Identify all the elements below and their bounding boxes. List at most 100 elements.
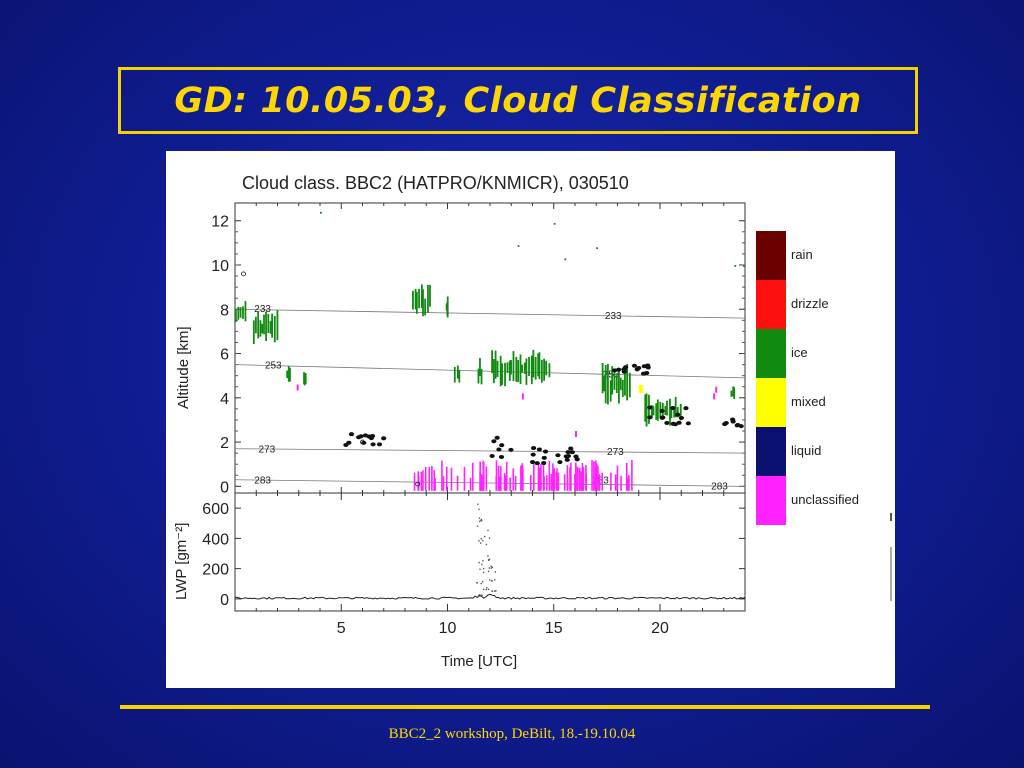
liquid-mark [494,435,500,440]
ice-mark [453,366,456,383]
ice-mark [517,360,520,383]
liquid-mark [645,363,651,368]
liquid-mark [675,412,681,417]
liquid-mark [381,436,387,441]
liquid-mark [569,450,575,455]
unclassified-mark [548,460,551,491]
liquid-mark [664,420,670,425]
unclassified-mark [498,475,500,491]
time-tick-label: 5 [337,620,346,637]
ice-mark [244,301,247,322]
lwp-spike-point [487,588,490,590]
unclassified-mark [463,466,466,491]
liquid-mark [616,367,622,372]
unclassified-mark [627,475,630,491]
lwp-tick-label: 200 [202,562,229,579]
liquid-mark [647,415,653,420]
ice-mark [543,358,546,381]
lwp-spike-point [478,561,480,564]
ice-mark [655,403,658,420]
liquid-mark [735,422,741,427]
ice-mark [596,247,599,250]
lwp-spike-point [477,595,480,597]
unclassified-mark [552,470,554,491]
liquid-mark [529,460,536,465]
isotherm-line [234,308,746,319]
unclassified-mark [450,467,453,491]
liquid-mark [346,440,352,445]
unclassified-mark [529,474,532,491]
unclassified-mark [598,474,601,491]
legend-label-mixed: mixed [791,394,826,409]
ice-mark [644,394,647,422]
isotherm-label: 253 [265,361,282,372]
unclassified-mark [563,474,566,491]
unclassified-mark [569,467,571,491]
unclassified-mark [576,466,579,491]
ice-mark [528,356,530,376]
liquid-mark [670,405,676,410]
unclassified-mark [543,476,545,491]
unclassified-mark [614,474,617,491]
lwp-spike-point [484,535,486,538]
unclassified-mark [625,462,628,491]
unclassified-mark [445,466,448,491]
liquid-mark [496,447,502,452]
ice-mark [624,366,626,396]
ice-mark [545,360,547,376]
liquid-mark [542,449,549,454]
ice-mark [676,407,679,418]
legend-label-liquid: liquid [791,443,821,458]
liquid-mark [568,446,574,451]
ice-mark [540,359,543,383]
cloud-classification-figure: Cloud class. BBC2 (HATPRO/KNMICR), 03051… [166,151,895,688]
lwp-tick-label: 0 [220,592,229,609]
ice-mark [619,377,622,391]
slide-title-box: GD: 10.05.03, Cloud Classification [118,67,918,134]
lwp-spike-point [481,563,483,566]
slide-footer: BBC2_2 workshop, DeBilt, 18.-19.10.04 [388,726,636,742]
isotherm-label: 233 [605,311,622,322]
class-legend: rain drizzle ice mixed liquid unclassified [756,231,859,525]
ice-mark [412,290,414,310]
liquid-mark [644,371,650,376]
liquid-outline-mark [360,439,365,445]
liquid-mark [676,420,682,425]
unclassified-mark [585,473,587,491]
ice-mark [424,298,427,316]
ice-mark [512,351,515,382]
ice-mark [252,320,255,345]
ice-mark [521,364,524,373]
liquid-mark [678,415,685,420]
lwp-spike-point [480,582,482,585]
ice-mark [515,356,518,382]
ice-mark [504,362,506,387]
lwp-spike-point [479,568,481,570]
liquid-mark [356,435,362,440]
ice-mark [237,306,240,320]
ice-mark [496,360,499,377]
unclassified-mark [539,467,541,491]
unclassified-mark [441,460,443,491]
legend-swatch-unclassified [756,476,786,525]
lwp-spike-point [495,590,497,592]
unclassified-mark [442,476,445,491]
time-tick-label: 10 [439,620,457,637]
ice-mark [286,370,289,379]
unclassified-mark [575,465,577,491]
ice-mark [506,362,509,373]
lwp-spike-point [480,594,482,596]
altitude-tick-label: 4 [220,391,229,408]
ice-mark [621,379,624,397]
unclassified-mark [578,467,581,491]
liquid-mark [499,443,505,448]
liquid-mark [722,422,728,427]
lwp-spike-point [478,508,480,511]
ice-mark [553,222,556,225]
unclassified-mark [582,466,585,491]
unclassified-mark [570,462,572,491]
ice-mark [492,359,495,384]
lwp-spike-point [487,570,490,572]
ice-mark [674,396,677,418]
unclassified-mark [574,473,576,491]
